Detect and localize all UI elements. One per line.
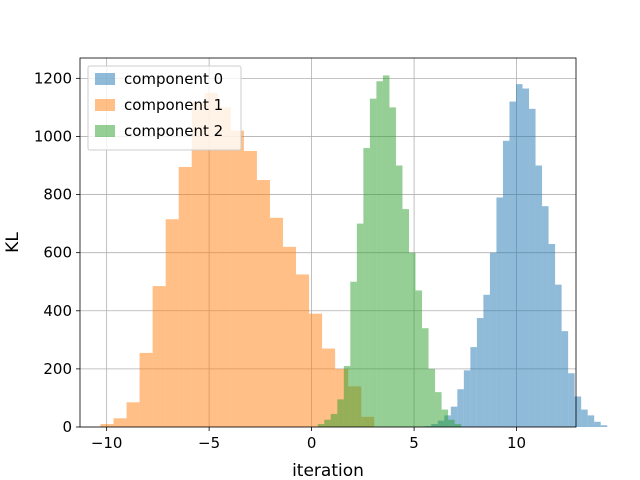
histogram-bar [470,347,477,427]
histogram-bar [126,402,140,427]
histogram-bar [382,75,390,427]
histogram-bar [217,107,231,427]
plot-frame [79,57,577,428]
histogram-bar [476,318,484,427]
histogram-bar [317,424,325,427]
histogram-bar [496,197,503,427]
histogram-bar [454,424,462,427]
histogram-bar [389,107,396,427]
histogram-bar [139,352,153,427]
histogram-bar [269,217,283,427]
histogram-bar [600,425,608,427]
histogram-bar [509,101,516,428]
y-tick-label: 800 [43,186,72,204]
histogram-bar [395,165,403,427]
histogram-bar [369,98,377,428]
histogram-bar [502,140,510,428]
histogram-bar [450,406,458,427]
x-axis-ticks: −10 −5 0 5 10 [91,427,526,452]
histogram-bar [376,81,383,428]
histogram-bar [204,92,218,427]
histogram-bar [322,348,336,427]
histogram-bar [243,150,257,427]
legend-swatch [95,99,115,111]
histogram-bar [296,274,310,427]
histogram-bar [548,243,556,427]
histogram-bar [483,294,490,427]
histogram-bar [152,286,166,427]
histogram-bar [230,130,244,427]
histogram-bar [113,418,127,427]
histogram-bar [529,108,536,427]
histogram-bar [356,223,364,427]
histogram-bar [191,101,205,428]
histogram-bar [309,313,323,427]
histogram-bars [100,75,608,428]
series-1-bars [100,92,375,428]
histogram-bar [535,165,543,427]
x-tick-label: 10 [507,434,526,452]
histogram-bar [343,365,351,427]
histogram-bar [415,290,423,427]
y-tick-label: 400 [43,302,72,320]
histogram-bar [408,252,416,427]
y-tick-label: 600 [43,244,72,262]
histogram-bar [282,246,297,427]
legend: component 0 component 1 component 2 [87,65,242,151]
x-tick-label: 5 [409,434,419,452]
histogram-bar [555,284,562,427]
series-0-bars [424,84,608,428]
histogram-bar [363,148,370,427]
histogram-bar [422,328,429,427]
legend-swatch [95,125,115,137]
histogram-bar [350,281,357,427]
histogram-bar [100,424,114,427]
legend-label: component 2 [124,122,223,140]
legend-box [87,65,242,151]
x-tick-label: 0 [307,434,317,452]
y-axis-label: KL [3,232,23,253]
histogram-bar [337,399,344,427]
histogram-bar [561,331,569,427]
histogram-bar [568,373,575,427]
histogram-bar [441,409,449,427]
histogram-bar [594,421,601,427]
legend-swatch [95,73,115,85]
x-tick-label: −10 [91,434,123,452]
histogram-bar [489,252,497,427]
histogram-bar [165,219,179,427]
histogram-bar [457,389,464,427]
y-axis-ticks: 0 200 400 600 800 1000 1200 [34,69,80,436]
histogram-bar [542,206,549,427]
histogram-bar [435,392,442,427]
histogram-bar [522,88,530,427]
legend-label: component 1 [124,96,223,114]
y-tick-label: 1000 [34,127,72,145]
y-tick-label: 200 [43,360,72,378]
histogram-bar [402,209,409,427]
histogram-bar [515,84,523,428]
histogram-bar [463,370,471,427]
histogram-bar [574,396,582,427]
histogram-bar [178,166,192,427]
histogram-bar [581,409,588,427]
series-2-bars [317,75,462,428]
histogram-bar [587,415,595,427]
x-axis-label: iteration [292,461,364,480]
histogram-bar [256,180,270,427]
legend-label: component 0 [124,70,223,88]
histogram-bar [428,368,436,427]
histogram-bar [324,419,331,427]
y-tick-label: 0 [62,418,72,436]
x-tick-label: −5 [198,434,220,452]
histogram-bar [330,413,338,427]
histogram-bar [448,419,455,427]
y-tick-label: 1200 [34,69,72,87]
